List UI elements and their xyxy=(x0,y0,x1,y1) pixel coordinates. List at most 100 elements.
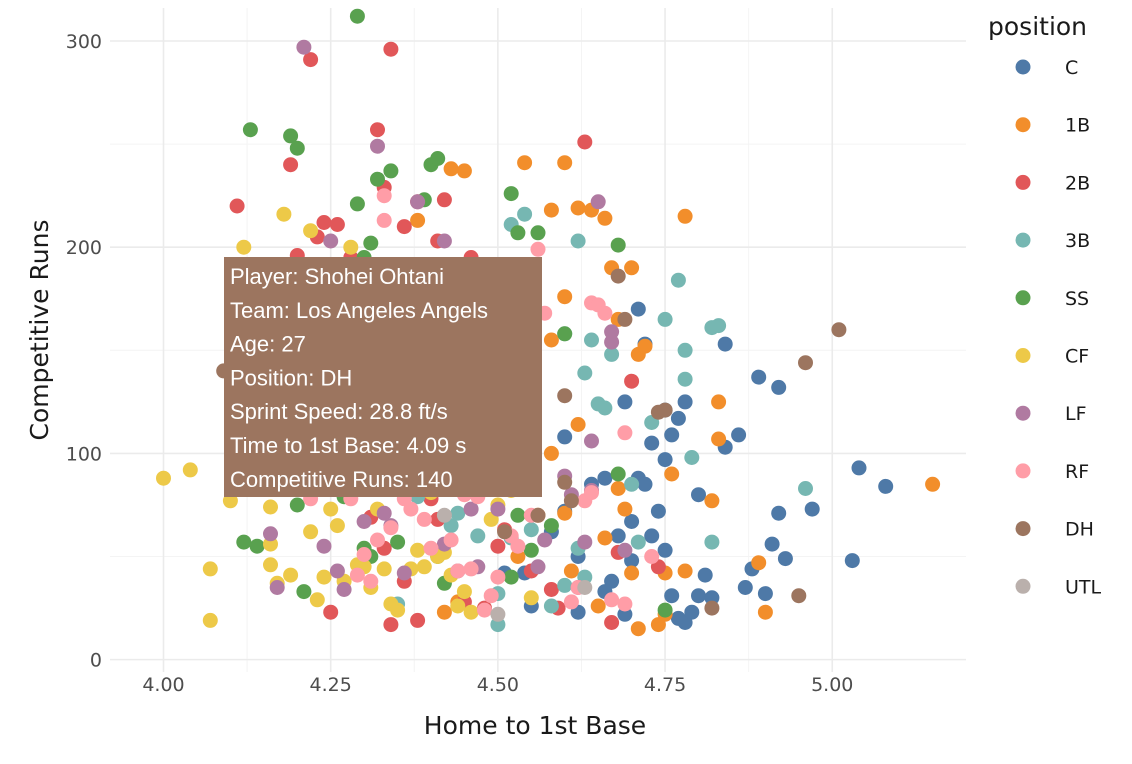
point-c[interactable] xyxy=(771,505,787,521)
point-rf[interactable] xyxy=(356,547,372,562)
point-c[interactable] xyxy=(644,528,660,544)
point-dh[interactable] xyxy=(791,588,807,604)
point-lf[interactable] xyxy=(590,194,606,210)
point-rf[interactable] xyxy=(376,188,392,204)
point-rf[interactable] xyxy=(584,485,599,501)
point-dh[interactable] xyxy=(530,507,546,523)
point-cf[interactable] xyxy=(263,536,278,552)
point-2b[interactable] xyxy=(316,215,332,230)
point-ss[interactable] xyxy=(363,235,379,251)
point-dh[interactable] xyxy=(798,355,813,371)
point-ss[interactable] xyxy=(657,602,673,618)
point-3b[interactable] xyxy=(490,617,506,633)
legend-marker-3b[interactable] xyxy=(1015,232,1031,248)
legend-marker-c[interactable] xyxy=(1015,59,1031,75)
point-dh[interactable] xyxy=(657,402,673,418)
point-1b[interactable] xyxy=(637,338,653,354)
point-rf[interactable] xyxy=(490,569,506,585)
point-3b[interactable] xyxy=(557,577,573,593)
point-c[interactable] xyxy=(704,590,720,606)
point-3b[interactable] xyxy=(670,272,686,288)
point-1b[interactable] xyxy=(443,161,459,177)
point-ss[interactable] xyxy=(296,584,312,600)
point-1b[interactable] xyxy=(650,617,666,633)
point-c[interactable] xyxy=(691,487,706,503)
point-2b[interactable] xyxy=(329,217,345,232)
point-c[interactable] xyxy=(757,586,773,602)
legend-marker-1b[interactable] xyxy=(1015,117,1031,133)
point-cf[interactable] xyxy=(450,598,466,614)
point-ss[interactable] xyxy=(236,534,252,550)
point-1b[interactable] xyxy=(677,563,693,579)
point-2b[interactable] xyxy=(624,373,640,389)
point-1b[interactable] xyxy=(456,163,472,179)
point-dh[interactable] xyxy=(497,524,513,540)
point-c[interactable] xyxy=(691,588,706,604)
point-c[interactable] xyxy=(844,553,860,569)
point-cf[interactable] xyxy=(323,501,339,517)
point-1b[interactable] xyxy=(751,555,767,571)
point-cf[interactable] xyxy=(263,499,278,515)
point-cf[interactable] xyxy=(416,559,432,575)
point-3b[interactable] xyxy=(677,342,693,358)
point-c[interactable] xyxy=(717,336,733,352)
point-c[interactable] xyxy=(751,369,767,385)
point-dh[interactable] xyxy=(704,600,720,616)
point-rf[interactable] xyxy=(376,212,392,228)
point-c[interactable] xyxy=(664,427,680,443)
point-c[interactable] xyxy=(697,567,713,583)
point-3b[interactable] xyxy=(570,233,586,249)
point-ss[interactable] xyxy=(370,171,385,187)
point-c[interactable] xyxy=(851,460,867,476)
point-lf[interactable] xyxy=(490,501,506,517)
point-cf[interactable] xyxy=(202,612,218,628)
point-c[interactable] xyxy=(804,501,820,517)
point-c[interactable] xyxy=(771,379,787,395)
point-lf[interactable] xyxy=(436,233,452,249)
point-3b[interactable] xyxy=(470,528,486,544)
point-1b[interactable] xyxy=(557,289,573,305)
point-rf[interactable] xyxy=(403,501,419,517)
point-1b[interactable] xyxy=(624,260,640,276)
point-ss[interactable] xyxy=(610,237,626,253)
point-c[interactable] xyxy=(670,410,686,426)
point-lf[interactable] xyxy=(584,433,599,449)
point-c[interactable] xyxy=(557,429,573,445)
legend-marker-lf[interactable] xyxy=(1015,405,1031,421)
point-3b[interactable] xyxy=(604,346,620,362)
point-rf[interactable] xyxy=(423,540,439,556)
point-c[interactable] xyxy=(630,301,646,317)
point-cf[interactable] xyxy=(390,602,406,618)
legend-marker-dh[interactable] xyxy=(1015,521,1031,537)
point-cf[interactable] xyxy=(343,239,359,255)
point-2b[interactable] xyxy=(543,582,559,597)
point-utl[interactable] xyxy=(436,507,452,523)
point-lf[interactable] xyxy=(396,565,412,581)
point-c[interactable] xyxy=(737,580,753,595)
point-dh[interactable] xyxy=(610,268,626,284)
point-2b[interactable] xyxy=(370,122,385,138)
point-lf[interactable] xyxy=(604,334,620,350)
point-rf[interactable] xyxy=(416,511,432,527)
point-1b[interactable] xyxy=(677,208,693,224)
point-1b[interactable] xyxy=(570,417,586,432)
point-cf[interactable] xyxy=(276,206,292,222)
point-cf[interactable] xyxy=(376,561,392,577)
point-lf[interactable] xyxy=(463,501,479,517)
point-rf[interactable] xyxy=(597,305,613,321)
point-lf[interactable] xyxy=(410,194,426,210)
point-3b[interactable] xyxy=(543,598,559,614)
point-lf[interactable] xyxy=(323,233,339,249)
point-3b[interactable] xyxy=(624,476,640,492)
legend-marker-cf[interactable] xyxy=(1015,348,1031,363)
point-1b[interactable] xyxy=(664,466,680,482)
point-ss[interactable] xyxy=(543,518,559,534)
point-rf[interactable] xyxy=(363,573,379,589)
point-3b[interactable] xyxy=(684,450,700,465)
point-3b[interactable] xyxy=(677,371,693,387)
point-1b[interactable] xyxy=(557,505,573,521)
legend-marker-2b[interactable] xyxy=(1015,174,1031,190)
point-c[interactable] xyxy=(610,528,626,544)
point-cf[interactable] xyxy=(263,557,278,573)
point-1b[interactable] xyxy=(617,501,633,517)
